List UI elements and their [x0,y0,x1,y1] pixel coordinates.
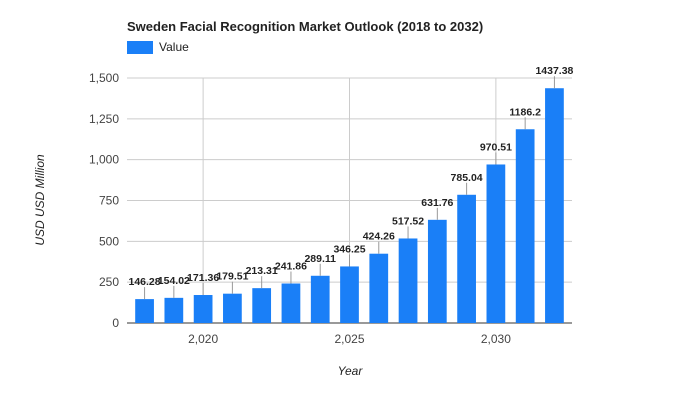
data-label: 179.51 [216,271,248,283]
data-label: 241.86 [275,260,307,272]
data-label: 1186.2 [509,106,541,118]
bar [340,266,359,323]
bar [193,295,213,323]
x-axis-title: Year [337,364,363,378]
data-label: 171.36 [187,272,219,284]
bar [545,88,564,323]
bar [515,129,535,323]
data-label: 517.52 [392,215,424,227]
data-label: 146.28 [129,276,161,288]
data-label: 1437.38 [535,65,573,77]
x-tick-label: 2,025 [334,332,364,346]
bar [398,238,418,323]
data-label: 154.02 [158,275,190,287]
data-label: 213.31 [246,265,278,277]
chart-title: Sweden Facial Recognition Market Outlook… [127,19,484,34]
data-label: 785.04 [451,172,483,184]
bar [252,288,272,323]
data-label: 424.26 [363,231,395,243]
data-label: 289.11 [304,253,336,265]
legend-label: Value [159,40,189,54]
bar [457,194,476,323]
bar [223,293,242,323]
x-tick-label: 2,020 [188,332,218,346]
chart-legend: Value [127,40,189,54]
bar [164,297,184,323]
y-tick-label: 1,000 [89,153,119,167]
y-tick-label: 1,250 [89,112,119,126]
bar [281,283,301,323]
data-label: 631.76 [421,197,453,209]
data-label: 346.25 [333,243,365,255]
bar [486,164,506,323]
bar [427,219,447,323]
y-tick-label: 1,500 [89,71,119,85]
y-tick-label: 0 [112,316,119,330]
data-label: 970.51 [480,141,512,153]
y-tick-label: 500 [99,234,119,248]
legend-swatch [127,40,153,54]
bar [369,253,389,323]
y-tick-label: 750 [99,194,119,208]
y-tick-label: 250 [99,275,119,289]
bar [135,299,154,323]
x-tick-label: 2,030 [481,332,511,346]
bar [310,275,330,323]
